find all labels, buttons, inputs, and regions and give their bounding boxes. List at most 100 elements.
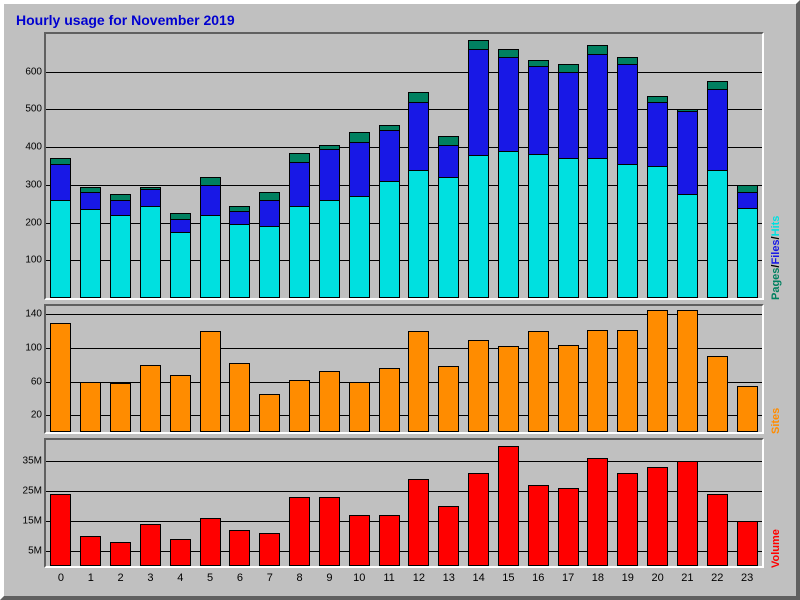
bar-hits [349,196,370,298]
bar-volume [587,458,608,566]
axis-label-bottom: Volume [770,529,782,568]
bar-sites [200,331,221,432]
xtick: 23 [741,572,753,584]
xtick: 1 [88,572,94,584]
bar-volume [647,467,668,566]
bar-hits [587,158,608,298]
ytick: 15M [16,516,42,527]
bar-sites [140,365,161,432]
bar-volume [349,515,370,566]
bar-hits [737,208,758,299]
xtick: 11 [383,572,394,584]
bar-sites [50,323,71,432]
ytick: 100 [16,255,42,266]
bar-volume [408,479,429,566]
bar-hits [408,170,429,298]
bar-sites [558,345,579,432]
xtick: 19 [622,572,634,584]
bar-hits [707,170,728,298]
xtick: 10 [353,572,365,584]
xtick: 12 [413,572,425,584]
bar-sites [707,356,728,432]
bar-volume [677,461,698,566]
ytick: 300 [16,179,42,190]
bar-volume [468,473,489,566]
ytick: 35M [16,456,42,467]
xtick: 17 [562,572,574,584]
bar-sites [259,394,280,432]
xtick: 2 [118,572,124,584]
bar-sites [349,382,370,432]
bar-hits [438,177,459,298]
bar-sites [80,382,101,432]
ytick: 60 [16,376,42,387]
bar-hits [259,226,280,298]
xtick: 22 [711,572,723,584]
ytick: 5M [16,546,42,557]
bar-sites [587,330,608,432]
bar-hits [170,232,191,298]
xtick: 15 [502,572,514,584]
ytick: 500 [16,104,42,115]
bar-sites [229,363,250,432]
bar-hits [498,151,519,298]
bar-hits [468,155,489,298]
bar-sites [319,371,340,432]
bar-volume [289,497,310,566]
xtick: 20 [651,572,663,584]
ytick: 140 [16,309,42,320]
ytick: 25M [16,486,42,497]
bar-hits [200,215,221,298]
bar-hits [617,164,638,298]
bar-volume [617,473,638,566]
bar-volume [170,539,191,566]
bar-sites [528,331,549,432]
bar-sites [647,310,668,432]
bar-hits [647,166,668,298]
bar-volume [140,524,161,566]
bar-sites [737,386,758,432]
bar-sites [408,331,429,432]
bar-volume [707,494,728,566]
bar-hits [319,200,340,298]
bar-hits [110,215,131,298]
xtick: 14 [472,572,484,584]
xtick: 3 [147,572,153,584]
bar-hits [80,209,101,298]
xtick: 5 [207,572,213,584]
bar-volume [379,515,400,566]
bar-volume [259,533,280,566]
bar-volume [50,494,71,566]
chart-frame: Hourly usage for November 2019 100200300… [0,0,800,600]
xtick: 0 [58,572,64,584]
bar-volume [438,506,459,566]
bar-sites [110,383,131,432]
bar-volume [558,488,579,566]
ytick: 100 [16,343,42,354]
bar-hits [289,206,310,298]
chart-title: Hourly usage for November 2019 [16,12,235,28]
plot-top: 100200300400500600 [44,32,764,300]
bar-sites [170,375,191,432]
xtick: 7 [267,572,273,584]
bar-volume [200,518,221,566]
bar-hits [50,200,71,298]
bar-hits [558,158,579,298]
bar-volume [319,497,340,566]
bar-sites [498,346,519,432]
bar-hits [528,154,549,298]
gridline [46,461,762,462]
bar-hits [677,194,698,298]
bar-sites [617,330,638,432]
bar-sites [289,380,310,432]
ytick: 20 [16,410,42,421]
bar-sites [379,368,400,432]
bar-sites [677,310,698,432]
xtick: 4 [177,572,183,584]
bar-sites [468,340,489,432]
bar-volume [229,530,250,566]
bar-volume [110,542,131,566]
xtick: 18 [592,572,604,584]
bar-volume [80,536,101,566]
axis-label-middle: Sites [770,408,782,434]
